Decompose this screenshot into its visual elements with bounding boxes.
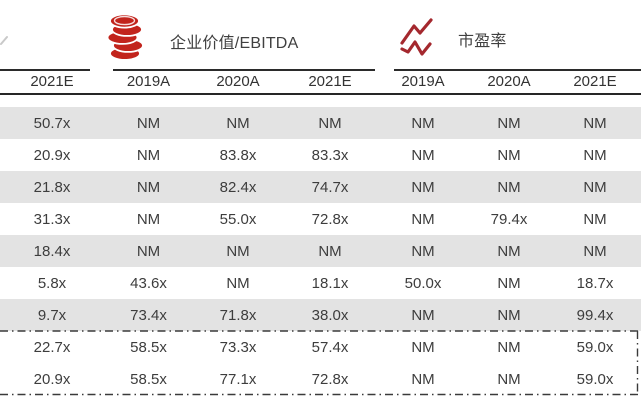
- column-header: 2021E: [573, 73, 617, 90]
- clipped-icon-fragment: [0, 33, 9, 47]
- table-cell: NM: [318, 114, 342, 132]
- table-cell: 83.8x: [219, 146, 257, 164]
- header-rule: [0, 93, 641, 95]
- table-cell: NM: [497, 274, 521, 292]
- table-cell: NM: [497, 242, 521, 260]
- group-underline-pe: [394, 69, 641, 71]
- table-cell: NM: [411, 210, 435, 228]
- table-row: 20.9x 58.5x 77.1x 72.8x NM NM 59.0x: [0, 363, 641, 395]
- table-cell: NM: [497, 114, 521, 132]
- table-cell: 22.7x: [33, 338, 71, 356]
- table-cell: NM: [411, 114, 435, 132]
- column-header: 2019A: [126, 73, 171, 90]
- table-cell: 58.5x: [130, 370, 167, 388]
- table-row: 20.9x NM 83.8x 83.3x NM NM NM: [0, 139, 641, 171]
- column-header: 2021E: [30, 73, 74, 90]
- table-cell: NM: [497, 338, 521, 356]
- table-cell: 9.7x: [37, 306, 67, 324]
- table-cell: 72.8x: [311, 210, 349, 228]
- table-cell: 38.0x: [311, 306, 349, 324]
- table-cell: NM: [136, 114, 161, 132]
- table-cell: NM: [136, 242, 161, 260]
- table-cell: 72.8x: [311, 370, 349, 388]
- table-cell: NM: [136, 178, 161, 196]
- table-cell: 99.4x: [576, 306, 614, 324]
- table-cell: 18.1x: [311, 274, 349, 292]
- table-cell: NM: [411, 306, 435, 324]
- table-cell: NM: [583, 242, 607, 260]
- trend-lines-icon: [399, 17, 443, 64]
- column-header: 2021E: [308, 73, 352, 90]
- group-underline-ev-ebitda: [113, 69, 375, 71]
- table-cell: 5.8x: [37, 274, 67, 292]
- table-cell: NM: [411, 242, 435, 260]
- table-cell: 73.4x: [130, 306, 167, 324]
- table-cell: NM: [497, 306, 521, 324]
- table-body: 50.7x NM NM NM NM NM NM 20.9x NM 83.8x 83.3x NM NM NM…: [0, 107, 641, 395]
- table-cell: 82.4x: [219, 178, 257, 196]
- table-cell: NM: [136, 146, 161, 164]
- table-cell: 58.5x: [130, 338, 167, 356]
- table-cell: NM: [583, 210, 607, 228]
- table-cell: 50.0x: [404, 274, 442, 292]
- table-cell: NM: [411, 370, 435, 388]
- table-cell: 59.0x: [576, 370, 614, 388]
- table-cell: NM: [583, 114, 607, 132]
- table-cell: 31.3x: [33, 210, 71, 228]
- legend-pe-label: 市盈率: [458, 32, 507, 50]
- coin-stack-icon: [106, 12, 146, 67]
- table-cell: 20.9x: [33, 370, 71, 388]
- table-cell: NM: [226, 242, 250, 260]
- table-cell: NM: [497, 146, 521, 164]
- table-cell: 83.3x: [311, 146, 349, 164]
- table-cell: 55.0x: [219, 210, 257, 228]
- table-row: 18.4x NM NM NM NM NM NM: [0, 235, 641, 267]
- table-row: 50.7x NM NM NM NM NM NM: [0, 107, 641, 139]
- table-cell: 74.7x: [311, 178, 349, 196]
- table-cell: 73.3x: [219, 338, 257, 356]
- table-cell: 18.7x: [576, 274, 614, 292]
- header-row: 2021E 2019A 2020A 2021E 2019A 2020A 2021E: [0, 70, 641, 93]
- table-cell: NM: [411, 338, 435, 356]
- table-cell: 77.1x: [219, 370, 257, 388]
- table-cell: 43.6x: [130, 274, 167, 292]
- table-cell: NM: [411, 146, 435, 164]
- table-cell: 18.4x: [33, 242, 71, 260]
- group-underline-left: [0, 69, 90, 71]
- table-cell: NM: [497, 178, 521, 196]
- table-row: 21.8x NM 82.4x 74.7x NM NM NM: [0, 171, 641, 203]
- table-cell: NM: [583, 146, 607, 164]
- table-cell: NM: [226, 114, 250, 132]
- legend-pe: 市盈率: [399, 17, 507, 64]
- table-cell: NM: [226, 274, 250, 292]
- table-row: 5.8x 43.6x NM 18.1x 50.0x NM 18.7x: [0, 267, 641, 299]
- table-row: 31.3x NM 55.0x 72.8x NM 79.4x NM: [0, 203, 641, 235]
- table-cell: NM: [583, 178, 607, 196]
- table-cell: NM: [411, 178, 435, 196]
- table-row: 22.7x 58.5x 73.3x 57.4x NM NM 59.0x: [0, 331, 641, 363]
- table-cell: 57.4x: [311, 338, 349, 356]
- table-row: 9.7x 73.4x 71.8x 38.0x NM NM 99.4x: [0, 299, 641, 331]
- table-cell: NM: [136, 210, 161, 228]
- table-cell: 59.0x: [576, 338, 614, 356]
- column-header: 2019A: [401, 73, 445, 90]
- table-cell: NM: [318, 242, 342, 260]
- column-header: 2020A: [487, 73, 531, 90]
- table-cell: 79.4x: [490, 210, 528, 228]
- table-cell: 20.9x: [33, 146, 71, 164]
- table-cell: 21.8x: [33, 178, 71, 196]
- column-header: 2020A: [216, 73, 260, 90]
- table-cell: NM: [497, 370, 521, 388]
- table-cell: 71.8x: [219, 306, 257, 324]
- legend-ev-ebitda: 企业价值/EBITDA: [106, 12, 298, 67]
- table-cell: 50.7x: [33, 114, 71, 132]
- legend-ev-ebitda-label: 企业价值/EBITDA: [170, 34, 299, 52]
